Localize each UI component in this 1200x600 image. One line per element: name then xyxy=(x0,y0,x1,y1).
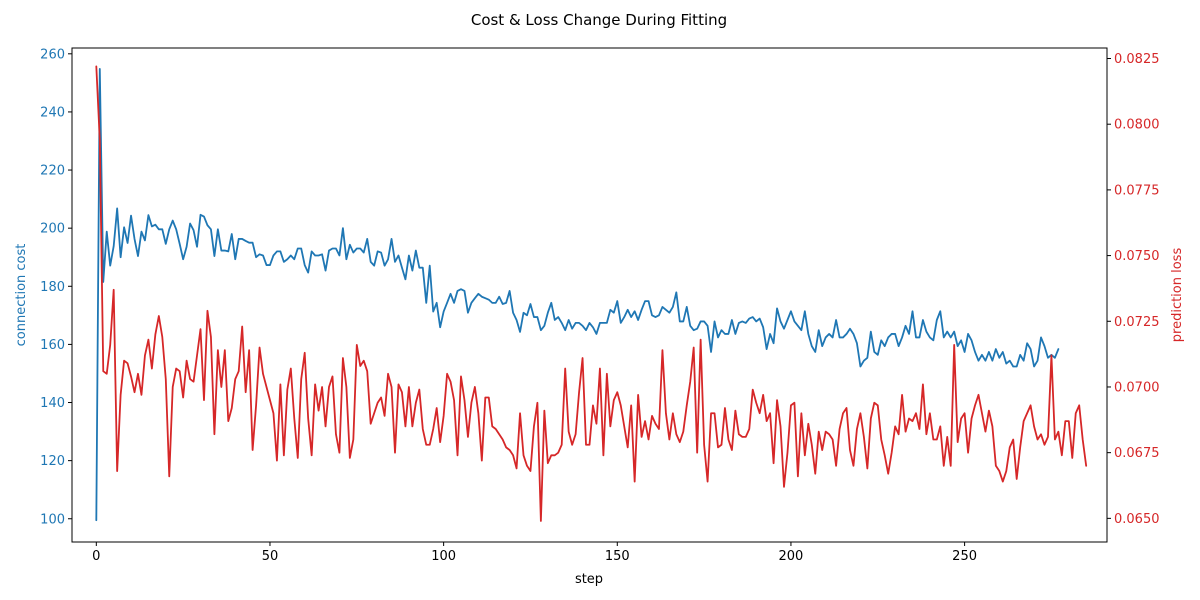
right-y-tick-label: 0.0675 xyxy=(1114,446,1160,461)
left-y-tick-label: 180 xyxy=(40,280,65,295)
left-y-tick-label: 140 xyxy=(40,396,65,411)
x-tick-label: 50 xyxy=(262,549,279,564)
left-y-axis: 100 120 140 160 180 200 220 240 260 xyxy=(40,47,72,527)
connection-cost-line xyxy=(95,68,1060,522)
left-y-tick-label: 220 xyxy=(40,164,65,179)
right-y-tick-label: 0.0650 xyxy=(1114,512,1160,527)
x-tick-label: 250 xyxy=(952,549,977,564)
right-y-tick-label: 0.0800 xyxy=(1114,118,1160,133)
chart-title: Cost & Loss Change During Fitting xyxy=(471,11,727,29)
x-tick-label: 200 xyxy=(779,549,804,564)
right-y-axis: 0.0650 0.0675 0.0700 0.0725 0.0750 0.0775 0.08… xyxy=(1107,52,1160,527)
x-tick-label: 100 xyxy=(431,549,456,564)
left-y-tick-label: 200 xyxy=(40,222,65,237)
left-y-tick-label: 260 xyxy=(40,47,65,62)
left-y-tick-label: 160 xyxy=(40,338,65,353)
x-axis: 0 50 100 150 200 250 xyxy=(92,542,977,564)
right-y-tick-label: 0.0825 xyxy=(1114,52,1160,67)
x-tick-label: 150 xyxy=(605,549,630,564)
right-y-axis-label: prediction loss xyxy=(1170,248,1185,343)
left-y-tick-label: 120 xyxy=(40,454,65,469)
x-axis-label: step xyxy=(575,572,603,587)
left-y-tick-label: 240 xyxy=(40,105,65,120)
left-y-tick-label: 100 xyxy=(40,512,65,527)
right-y-tick-label: 0.0700 xyxy=(1114,380,1160,395)
right-y-tick-label: 0.0725 xyxy=(1114,315,1160,330)
right-y-tick-label: 0.0750 xyxy=(1114,249,1160,264)
x-tick-label: 0 xyxy=(92,549,100,564)
right-y-tick-label: 0.0775 xyxy=(1114,183,1160,198)
plot-area xyxy=(95,65,1088,522)
prediction-loss-line xyxy=(95,65,1088,522)
plot-frame xyxy=(71,47,1108,543)
left-y-axis-label: connection cost xyxy=(14,244,29,347)
